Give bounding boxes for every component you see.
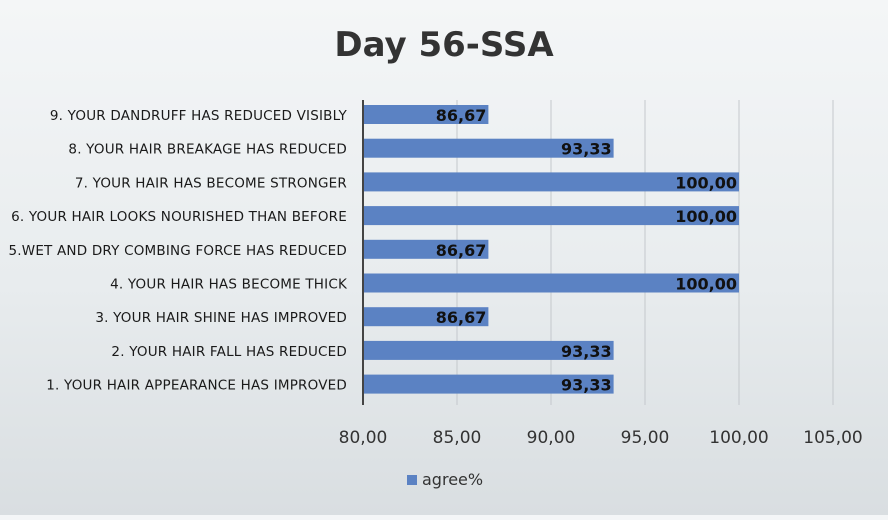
data-label: 86,67	[436, 308, 487, 327]
bar	[364, 138, 614, 158]
category-label: 9. YOUR DANDRUFF HAS REDUCED VISIBLY	[50, 108, 348, 124]
category-labels: 9. YOUR DANDRUFF HAS REDUCED VISIBLY 8. Y…	[9, 108, 348, 394]
data-label: 100,00	[675, 173, 737, 192]
x-tick-label: 90,00	[527, 428, 576, 448]
x-tick-label: 85,00	[433, 428, 482, 448]
data-label: 93,33	[561, 342, 612, 361]
data-label: 93,33	[561, 140, 612, 159]
bar	[364, 340, 614, 360]
bar	[364, 374, 614, 394]
bar	[364, 206, 739, 226]
bar	[364, 307, 489, 327]
data-label: 93,33	[561, 376, 612, 395]
x-tick-label: 80,00	[339, 428, 388, 448]
x-axis-ticks: 80,00 85,00 90,00 95,00 100,00 105,00	[339, 428, 863, 448]
data-label: 100,00	[675, 275, 737, 294]
bar	[364, 273, 739, 293]
x-tick-label: 100,00	[709, 428, 768, 448]
category-label: 8. YOUR HAIR BREAKAGE HAS REDUCED	[68, 142, 347, 158]
bars	[364, 105, 739, 394]
bar	[364, 239, 489, 259]
x-tick-label: 105,00	[803, 428, 862, 448]
category-label: 5.WET AND DRY COMBING FORCE HAS REDUCED	[9, 243, 348, 259]
bar	[364, 105, 489, 124]
category-label: 7. YOUR HAIR HAS BECOME STRONGER	[75, 175, 347, 191]
legend-swatch	[407, 475, 417, 485]
category-label: 6. YOUR HAIR LOOKS NOURISHED THAN BEFORE	[11, 209, 347, 225]
data-label: 86,67	[436, 106, 487, 125]
category-label: 2. YOUR HAIR FALL HAS REDUCED	[111, 344, 347, 360]
data-label: 86,67	[436, 241, 487, 260]
category-label: 4. YOUR HAIR HAS BECOME THICK	[110, 277, 348, 293]
legend-label: agree%	[422, 470, 483, 489]
bar	[364, 172, 739, 192]
chart-title: Day 56-SSA	[334, 25, 554, 65]
data-label: 100,00	[675, 207, 737, 226]
data-labels: 86,67 93,33 100,00 100,00 86,67 100,00 86,67 93…	[436, 106, 737, 395]
x-tick-label: 95,00	[621, 428, 670, 448]
category-label: 1. YOUR HAIR APPEARANCE HAS IMPROVED	[46, 378, 347, 394]
category-label: 3. YOUR HAIR SHINE HAS IMPROVED	[95, 310, 347, 326]
legend: agree%	[407, 470, 483, 489]
